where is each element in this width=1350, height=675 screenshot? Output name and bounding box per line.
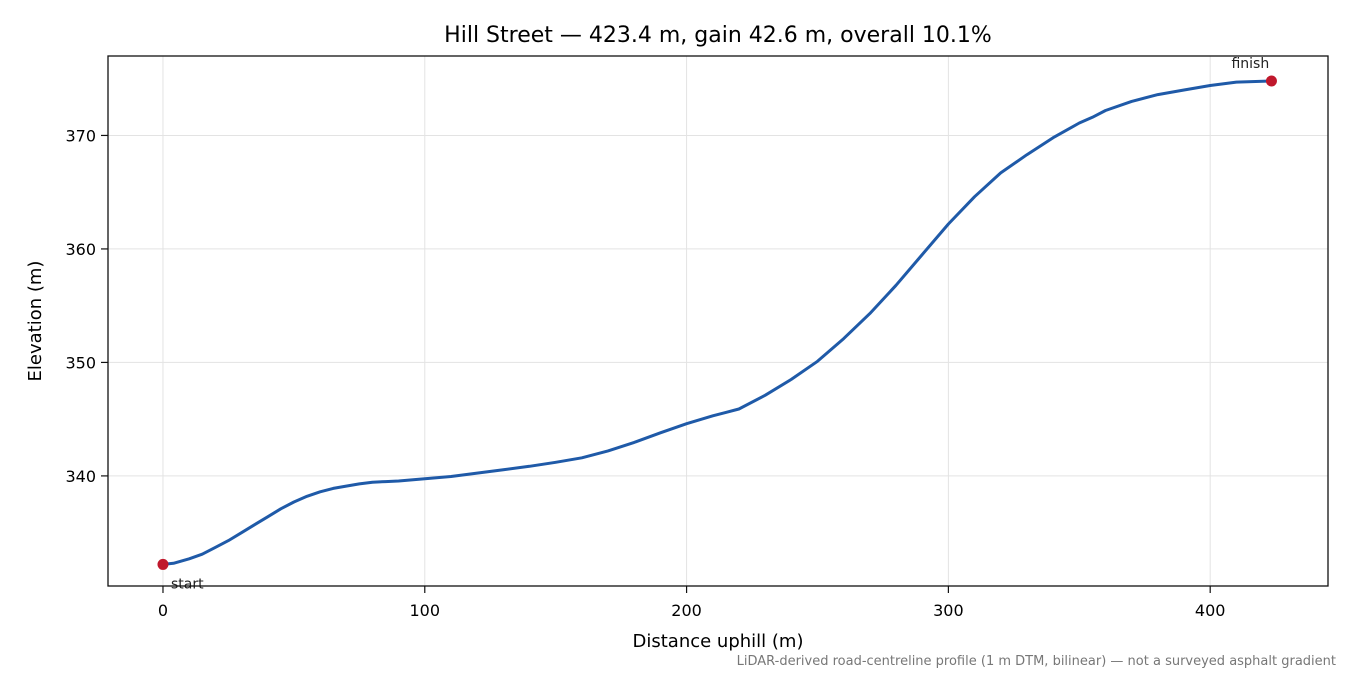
y-tick-label: 340 [65,467,96,486]
y-tick-label: 360 [65,240,96,259]
y-tick-label: 350 [65,353,96,372]
footnote: LiDAR-derived road-centreline profile (1… [737,654,1336,669]
x-tick-label: 300 [933,601,964,620]
grid [108,56,1328,586]
y-tick-label: 370 [65,126,96,145]
x-tick-label: 0 [158,601,168,620]
finish-marker [1265,75,1277,87]
elevation-profile-line [161,79,1273,566]
y-axis-label: Elevation (m) [25,261,46,382]
x-axis-label: Distance uphill (m) [633,631,804,652]
finish-label: finish [1231,56,1269,72]
axis-ticks: 0 100 200 300 400 340 350 360 370 [65,126,1225,620]
plot-frame [107,55,1329,587]
start-marker [157,558,169,570]
x-tick-label: 400 [1195,601,1226,620]
marker-layer: start finish [157,56,1277,592]
chart-title: Hill Street — 423.4 m, gain 42.6 m, over… [444,23,992,48]
x-tick-label: 100 [410,601,441,620]
start-label: start [171,576,204,592]
series-layer [161,79,1273,566]
x-tick-label: 200 [671,601,702,620]
